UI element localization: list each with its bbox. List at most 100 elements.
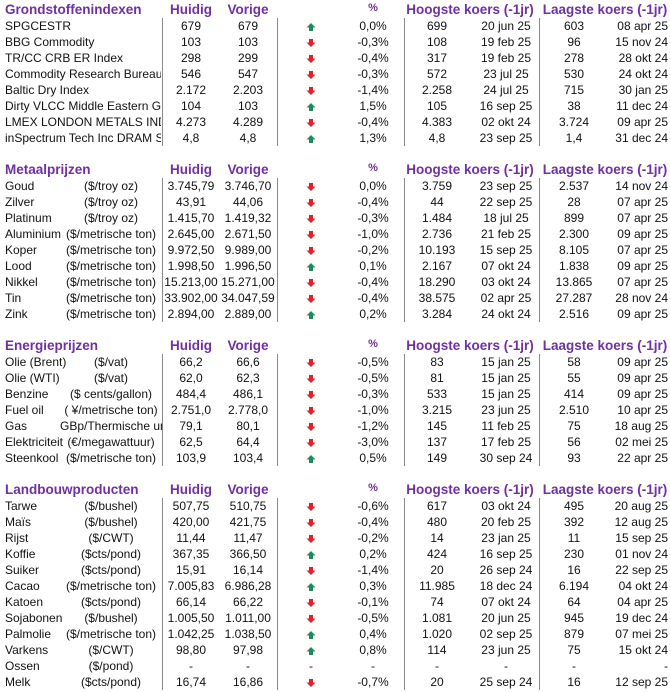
high-date: 20 jun 25 — [481, 19, 531, 33]
unit: ($cts/pond) — [80, 595, 142, 609]
low-value: 495 — [563, 499, 585, 513]
section-title: Metaalprijzen — [5, 162, 91, 177]
section-3: Landbouwproducten Huidig Vorige % Hoogst… — [0, 482, 670, 690]
current-value: 1.415,70 — [167, 211, 215, 225]
change-pct: -0,5% — [357, 611, 389, 625]
trend-down-icon — [304, 610, 318, 626]
column-divider — [277, 354, 278, 466]
table-row: Rijst ($/CWT) 11,44 11,47 -0,2% 14 23 ja… — [0, 530, 670, 546]
section-1: Metaalprijzen Huidig Vorige % Hoogste ko… — [0, 162, 670, 322]
low-date: 07 mei 25 — [615, 627, 668, 641]
change-pct: 0,8% — [359, 643, 387, 657]
previous-value: 16,14 — [232, 563, 264, 577]
high-value: 533 — [426, 387, 448, 401]
column-divider — [539, 178, 540, 322]
trend-down-icon — [304, 370, 318, 386]
unit: ($cts/pond) — [80, 547, 142, 561]
commodity-name: TR/CC CRB ER Index — [5, 51, 124, 65]
commodity-name: Zink — [5, 307, 28, 321]
current-value: 104 — [180, 99, 202, 113]
current-value: 98,80 — [175, 643, 207, 657]
commodity-name: Elektriciteit — [5, 435, 64, 449]
high-date: 15 jan 25 — [481, 355, 531, 369]
column-divider — [162, 354, 163, 466]
low-value: 1,4 — [565, 131, 583, 145]
low-date: 19 dec 24 — [615, 611, 668, 625]
current-value: 298 — [180, 51, 202, 65]
previous-value: 6.986,28 — [224, 579, 272, 593]
previous-value: 2.778,0 — [227, 403, 269, 417]
table-row: Olie (Brent) ($/vat) 66,2 66,6 -0,5% 83 … — [0, 354, 670, 370]
unit: ($/metrische ton) — [65, 579, 157, 593]
trend-down-icon — [304, 242, 318, 258]
high-value: 317 — [426, 51, 448, 65]
unit: ($/metrische ton) — [65, 451, 157, 465]
change-pct: -0,5% — [357, 355, 389, 369]
trend-down-icon — [304, 386, 318, 402]
trend-down-icon — [304, 290, 318, 306]
previous-value: - — [246, 659, 250, 673]
high-value: 108 — [426, 35, 448, 49]
column-header-high: Hoogste koers (-1jr) — [406, 482, 534, 497]
low-value: 1.838 — [558, 259, 590, 273]
table-row: Commodity Research Bureau BLS 546 547 -0… — [0, 66, 670, 82]
low-value: 75 — [567, 643, 581, 657]
change-pct: -1,4% — [357, 563, 389, 577]
low-date: 31 dec 24 — [615, 131, 668, 145]
low-date: 24 okt 24 — [618, 67, 668, 81]
high-value: 3.215 — [421, 403, 453, 417]
previous-value: 1.419,32 — [224, 211, 272, 225]
previous-value: 103 — [237, 35, 259, 49]
high-date: 23 sep 25 — [479, 131, 533, 145]
table-row: BBG Commodity 103 103 -0,3% 108 19 feb 2… — [0, 34, 670, 50]
column-divider — [539, 18, 540, 146]
low-value: 64 — [567, 595, 581, 609]
low-date: 30 jan 25 — [618, 83, 668, 97]
low-value: 278 — [563, 51, 585, 65]
high-value: 83 — [430, 355, 444, 369]
high-date: 15 sep 25 — [479, 243, 533, 257]
table-row: Melk ($cts/pond) 16,74 16,86 -0,7% 20 25… — [0, 674, 670, 690]
unit: ($/metrische ton) — [65, 227, 157, 241]
commodity-name: Melk — [5, 675, 31, 689]
column-header-low: Laagste koers (-1jr) — [542, 162, 668, 177]
commodity-name: Sojabonen — [5, 611, 63, 625]
high-value: 44 — [430, 195, 444, 209]
low-date: 15 nov 24 — [615, 35, 668, 49]
trend-up-icon — [304, 258, 318, 274]
low-date: 14 nov 24 — [615, 179, 668, 193]
high-date: 24 okt 24 — [481, 307, 531, 321]
current-value: 62,0 — [179, 371, 203, 385]
current-value: 103,9 — [175, 451, 207, 465]
high-value: - — [435, 659, 439, 673]
low-value: 715 — [563, 83, 585, 97]
low-value: 2.510 — [558, 403, 590, 417]
low-value: 6.194 — [558, 579, 590, 593]
unit: ($/CWT) — [88, 643, 134, 657]
trend-up-icon — [304, 578, 318, 594]
current-value: 66,2 — [179, 355, 203, 369]
previous-value: 16,86 — [232, 675, 264, 689]
low-date: 09 apr 25 — [617, 115, 668, 129]
unit: ($/bushel) — [84, 515, 138, 529]
high-value: 480 — [426, 515, 448, 529]
high-value: 81 — [430, 371, 444, 385]
table-row: Elektriciteit (€/megawattuur) 62,5 64,4 … — [0, 434, 670, 450]
low-value: 392 — [563, 515, 585, 529]
change-pct: -0,4% — [357, 195, 389, 209]
change-pct: -1,0% — [357, 403, 389, 417]
current-value: 15,91 — [175, 563, 207, 577]
change-pct: -1,4% — [357, 83, 389, 97]
commodity-name: Maïs — [5, 515, 32, 529]
previous-value: 64,4 — [236, 435, 260, 449]
trend-down-icon — [304, 418, 318, 434]
commodity-name: Tarwe — [5, 499, 38, 513]
column-header-vorige: Vorige — [227, 482, 269, 497]
trend-down-icon — [304, 66, 318, 82]
low-value: 16 — [567, 675, 581, 689]
commodity-name: Varkens — [5, 643, 49, 657]
table-row: inSpectrum Tech Inc DRAM Spot 4,8 4,8 1,… — [0, 130, 670, 146]
high-value: 2.167 — [421, 259, 453, 273]
column-header-low: Laagste koers (-1jr) — [542, 2, 668, 17]
high-value: 105 — [426, 99, 448, 113]
